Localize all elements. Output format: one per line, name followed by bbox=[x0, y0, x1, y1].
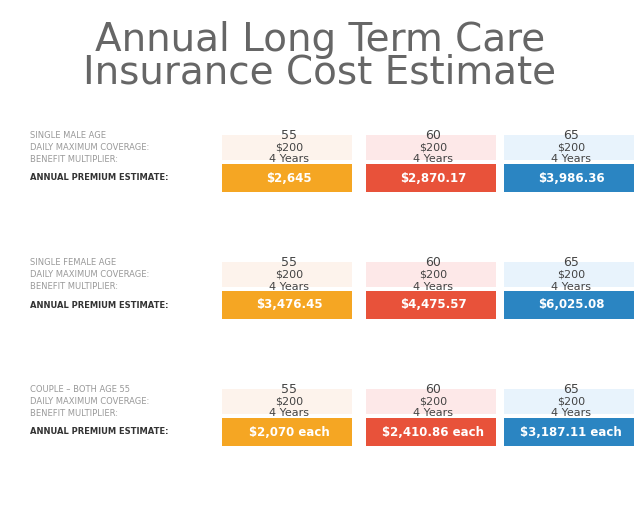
Text: DAILY MAXIMUM COVERAGE:: DAILY MAXIMUM COVERAGE: bbox=[30, 143, 149, 152]
Text: $3,187.11 each: $3,187.11 each bbox=[520, 426, 622, 438]
Text: 4 Years: 4 Years bbox=[269, 155, 309, 164]
Text: $200: $200 bbox=[557, 396, 585, 407]
Text: 55: 55 bbox=[281, 383, 297, 396]
Text: 60: 60 bbox=[425, 129, 441, 142]
Bar bbox=[222, 389, 352, 414]
Text: 65: 65 bbox=[563, 256, 579, 269]
Text: ANNUAL PREMIUM ESTIMATE:: ANNUAL PREMIUM ESTIMATE: bbox=[30, 301, 168, 310]
Bar bbox=[366, 418, 496, 446]
Text: BENEFIT MULTIPLIER:: BENEFIT MULTIPLIER: bbox=[30, 282, 118, 291]
Text: $2,870.17: $2,870.17 bbox=[400, 172, 466, 184]
Text: $2,410.86 each: $2,410.86 each bbox=[382, 426, 484, 438]
Text: 60: 60 bbox=[425, 383, 441, 396]
Bar bbox=[504, 291, 634, 319]
Bar bbox=[366, 389, 496, 414]
Text: $200: $200 bbox=[419, 143, 447, 153]
Text: SINGLE FEMALE AGE: SINGLE FEMALE AGE bbox=[30, 258, 116, 267]
Text: ANNUAL PREMIUM ESTIMATE:: ANNUAL PREMIUM ESTIMATE: bbox=[30, 173, 168, 182]
Bar bbox=[504, 389, 634, 414]
Text: 55: 55 bbox=[281, 129, 297, 142]
Text: $200: $200 bbox=[275, 396, 303, 407]
Bar bbox=[504, 164, 634, 192]
Text: 4 Years: 4 Years bbox=[269, 281, 309, 292]
Bar bbox=[366, 262, 496, 287]
Text: 60: 60 bbox=[425, 256, 441, 269]
Bar bbox=[366, 135, 496, 160]
Text: COUPLE – BOTH AGE 55: COUPLE – BOTH AGE 55 bbox=[30, 385, 130, 394]
Text: $3,476.45: $3,476.45 bbox=[256, 298, 323, 312]
Text: 4 Years: 4 Years bbox=[551, 409, 591, 419]
Text: DAILY MAXIMUM COVERAGE:: DAILY MAXIMUM COVERAGE: bbox=[30, 270, 149, 279]
Bar bbox=[222, 291, 352, 319]
Text: DAILY MAXIMUM COVERAGE:: DAILY MAXIMUM COVERAGE: bbox=[30, 397, 149, 406]
Text: 55: 55 bbox=[281, 256, 297, 269]
Text: 65: 65 bbox=[563, 383, 579, 396]
Text: $6,025.08: $6,025.08 bbox=[538, 298, 604, 312]
Text: ANNUAL PREMIUM ESTIMATE:: ANNUAL PREMIUM ESTIMATE: bbox=[30, 428, 168, 437]
Text: $200: $200 bbox=[557, 143, 585, 153]
Bar bbox=[222, 262, 352, 287]
Bar bbox=[222, 164, 352, 192]
Text: $4,475.57: $4,475.57 bbox=[400, 298, 467, 312]
Bar bbox=[504, 418, 634, 446]
Text: 4 Years: 4 Years bbox=[551, 281, 591, 292]
Text: $200: $200 bbox=[419, 269, 447, 279]
Text: BENEFIT MULTIPLIER:: BENEFIT MULTIPLIER: bbox=[30, 155, 118, 164]
Bar bbox=[366, 291, 496, 319]
Text: $200: $200 bbox=[275, 269, 303, 279]
Text: $2,645: $2,645 bbox=[266, 172, 312, 184]
Text: 4 Years: 4 Years bbox=[269, 409, 309, 419]
Text: BENEFIT MULTIPLIER:: BENEFIT MULTIPLIER: bbox=[30, 409, 118, 418]
Text: $200: $200 bbox=[275, 143, 303, 153]
Text: Insurance Cost Estimate: Insurance Cost Estimate bbox=[83, 53, 557, 91]
Text: 4 Years: 4 Years bbox=[413, 155, 453, 164]
Bar bbox=[366, 164, 496, 192]
Text: 65: 65 bbox=[563, 129, 579, 142]
Bar bbox=[222, 135, 352, 160]
Bar bbox=[504, 262, 634, 287]
Text: $2,070 each: $2,070 each bbox=[248, 426, 330, 438]
Text: 4 Years: 4 Years bbox=[551, 155, 591, 164]
Text: 4 Years: 4 Years bbox=[413, 409, 453, 419]
Text: Annual Long Term Care: Annual Long Term Care bbox=[95, 21, 545, 59]
Bar bbox=[504, 135, 634, 160]
Text: $3,986.36: $3,986.36 bbox=[538, 172, 604, 184]
Text: SINGLE MALE AGE: SINGLE MALE AGE bbox=[30, 131, 106, 140]
Text: $200: $200 bbox=[419, 396, 447, 407]
Bar bbox=[222, 418, 352, 446]
Text: $200: $200 bbox=[557, 269, 585, 279]
Text: 4 Years: 4 Years bbox=[413, 281, 453, 292]
